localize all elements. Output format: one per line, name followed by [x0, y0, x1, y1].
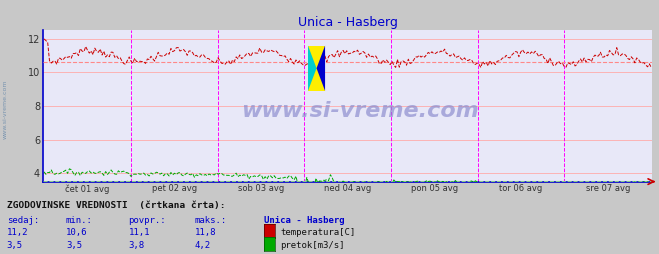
Text: 3,5: 3,5 — [66, 241, 82, 250]
Polygon shape — [316, 46, 325, 91]
Text: 3,8: 3,8 — [129, 241, 144, 250]
Text: min.:: min.: — [66, 216, 93, 225]
Text: 11,8: 11,8 — [194, 229, 216, 237]
Text: povpr.:: povpr.: — [129, 216, 166, 225]
Text: temperatura[C]: temperatura[C] — [280, 229, 355, 237]
Text: 10,6: 10,6 — [66, 229, 88, 237]
Text: Unica - Hasberg: Unica - Hasberg — [264, 216, 344, 225]
Text: ZGODOVINSKE VREDNOSTI  (črtkana črta):: ZGODOVINSKE VREDNOSTI (črtkana črta): — [7, 201, 225, 210]
Text: www.si-vreme.com: www.si-vreme.com — [3, 80, 8, 139]
Text: 11,2: 11,2 — [7, 229, 28, 237]
Text: maks.:: maks.: — [194, 216, 227, 225]
Text: 3,5: 3,5 — [7, 241, 22, 250]
Title: Unica - Hasberg: Unica - Hasberg — [298, 16, 397, 29]
Text: 4,2: 4,2 — [194, 241, 210, 250]
Text: www.si-vreme.com: www.si-vreme.com — [241, 101, 478, 121]
Polygon shape — [308, 46, 316, 91]
Text: sedaj:: sedaj: — [7, 216, 39, 225]
Text: pretok[m3/s]: pretok[m3/s] — [280, 241, 345, 250]
Bar — [308, 46, 325, 91]
Text: 11,1: 11,1 — [129, 229, 150, 237]
